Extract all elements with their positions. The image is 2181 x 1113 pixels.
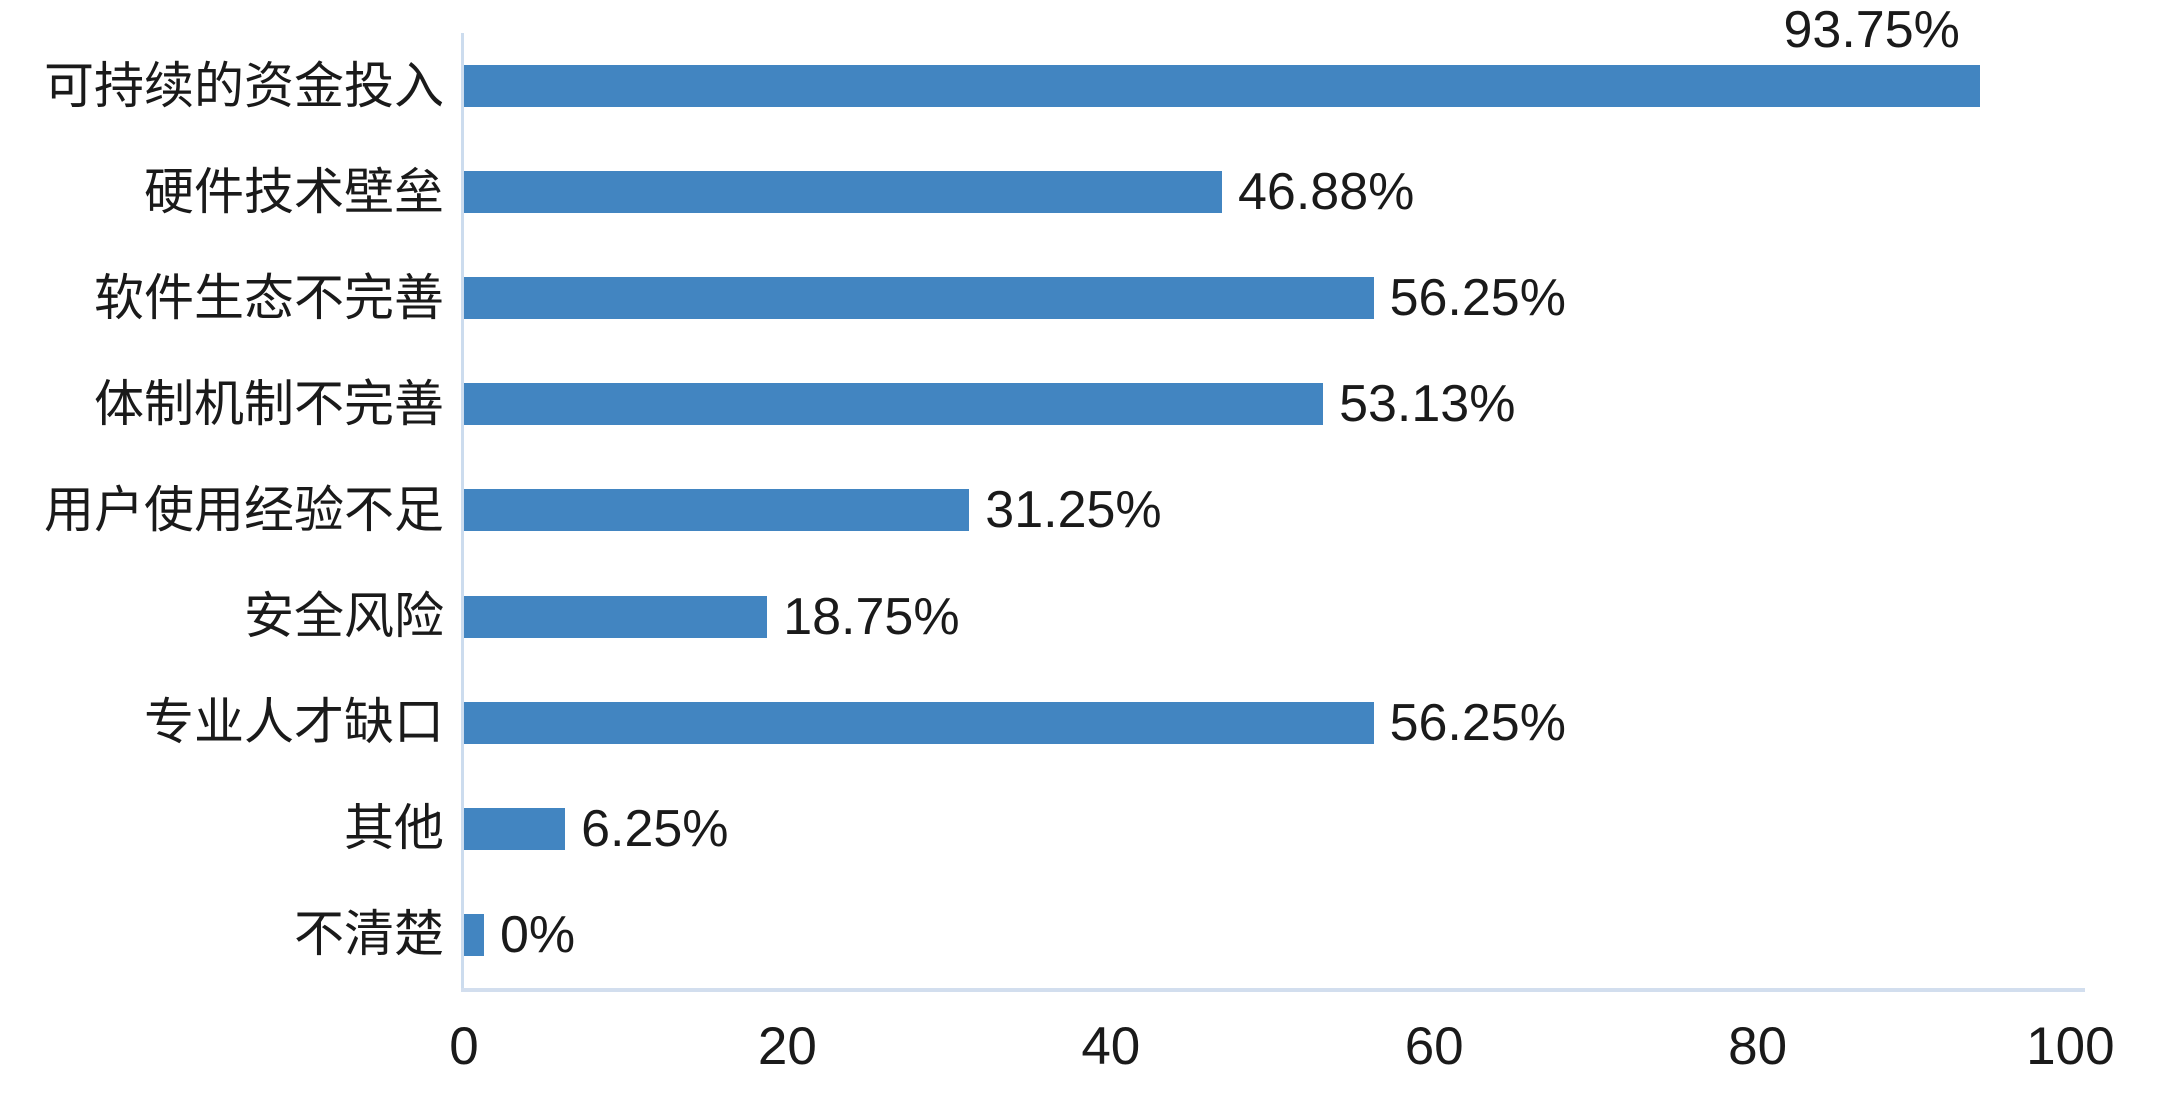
category-label: 不清楚 <box>294 906 444 963</box>
category-label: 硬件技术壁垒 <box>144 163 444 220</box>
value-label: 56.25% <box>1389 693 1566 752</box>
category-label: 软件生态不完善 <box>94 269 444 326</box>
category-label: 其他 <box>344 800 444 857</box>
bar-track: 18.75% <box>464 564 2181 670</box>
bar <box>464 489 970 532</box>
value-label: 93.75% <box>1783 1 1960 60</box>
value-label: 56.25% <box>1389 269 1566 328</box>
y-axis-line <box>461 33 464 992</box>
bar <box>464 277 1374 320</box>
value-label: 53.13% <box>1339 375 1516 434</box>
bar-row: 硬件技术壁垒 46.88% <box>0 139 2181 245</box>
bar-row: 软件生态不完善 56.25% <box>0 245 2181 351</box>
x-tick-label: 40 <box>1081 1017 1141 1076</box>
x-tick-label: 20 <box>757 1017 817 1076</box>
bar-rows-container: 可持续的资金投入 93.75% 硬件技术壁垒 46.88% 软件生态不完善 56.25% 体… <box>0 1 2181 988</box>
value-label: 0% <box>500 905 576 964</box>
category-label: 专业人才缺口 <box>144 694 444 751</box>
x-axis-line <box>461 988 2085 992</box>
bar <box>464 701 1374 744</box>
bar-track: 46.88% <box>464 139 2181 245</box>
category-label: 安全风险 <box>244 588 444 645</box>
category-label: 可持续的资金投入 <box>44 57 444 114</box>
value-label: 6.25% <box>581 799 729 858</box>
bar-row: 可持续的资金投入 93.75% <box>0 1 2181 139</box>
bar <box>464 171 1222 214</box>
bar-track: 93.75% <box>464 1 2181 139</box>
value-label: 46.88% <box>1238 163 1415 222</box>
x-tick-label: 60 <box>1404 1017 1464 1076</box>
x-tick-label: 80 <box>1728 1017 1788 1076</box>
value-label: 18.75% <box>783 587 960 646</box>
bar-track: 56.25% <box>464 245 2181 351</box>
bar <box>464 807 566 850</box>
value-label: 31.25% <box>985 481 1162 540</box>
bar-row: 安全风险 18.75% <box>0 564 2181 670</box>
bar-track: 0% <box>464 882 2181 988</box>
x-tick-label: 0 <box>449 1017 479 1076</box>
bar-track: 56.25% <box>464 670 2181 776</box>
bar-row: 不清楚 0% <box>0 882 2181 988</box>
bar-row: 专业人才缺口 56.25% <box>0 670 2181 776</box>
bar <box>464 913 484 956</box>
bar-track: 53.13% <box>464 351 2181 457</box>
bar-row: 体制机制不完善 53.13% <box>0 351 2181 457</box>
x-axis-tick-labels: 0 20 40 60 80 100 <box>449 1016 2114 1086</box>
bar-track: 31.25% <box>464 457 2181 563</box>
bar <box>464 65 1980 108</box>
x-tick-label: 100 <box>2026 1017 2115 1076</box>
category-label: 体制机制不完善 <box>94 375 444 432</box>
bar-track: 6.25% <box>464 776 2181 882</box>
bar <box>464 595 768 638</box>
bar-row: 其他 6.25% <box>0 776 2181 882</box>
bar <box>464 383 1324 426</box>
category-label: 用户使用经验不足 <box>44 481 444 538</box>
bar-row: 用户使用经验不足 31.25% <box>0 457 2181 563</box>
